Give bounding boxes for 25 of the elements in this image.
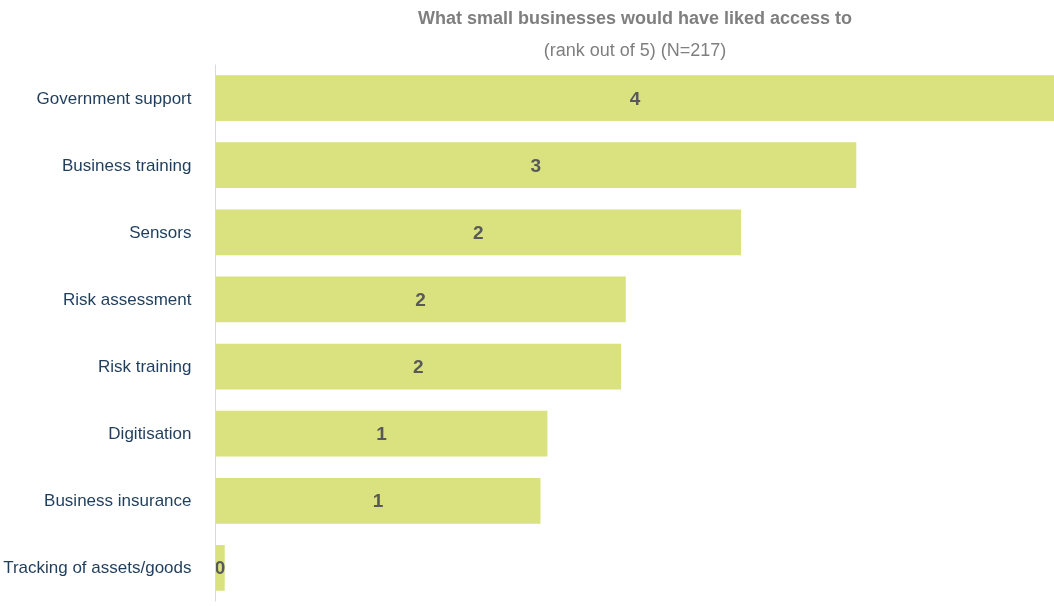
data-label: 2 [413,356,424,378]
y-tick-label: Sensors [129,222,192,242]
y-tick-label: Risk assessment [63,289,192,309]
data-label: 2 [472,221,484,243]
bar [215,209,742,256]
y-tick-label: Government support [36,88,192,108]
data-label: 2 [415,288,426,310]
y-tick-label: Tracking of assets/goods [3,558,192,578]
bar [215,142,857,189]
chart-subtitle: (rank out of 5) (N=217) [543,39,727,60]
bar [215,75,1054,121]
y-tick-label: Business training [62,155,192,175]
chart-title: What small businesses would have liked access to [417,7,853,28]
bar [215,477,541,524]
data-label: 0 [214,557,226,579]
y-tick-label: Risk training [97,357,192,377]
data-label: 3 [530,154,542,176]
y-tick-label: Business insurance [44,491,192,511]
bar [215,276,626,323]
data-label: 4 [629,87,641,109]
y-tick-label: Digitisation [108,424,192,444]
bar [215,343,622,390]
data-label: 1 [372,490,384,512]
data-label: 1 [376,423,388,445]
bar [215,410,548,457]
